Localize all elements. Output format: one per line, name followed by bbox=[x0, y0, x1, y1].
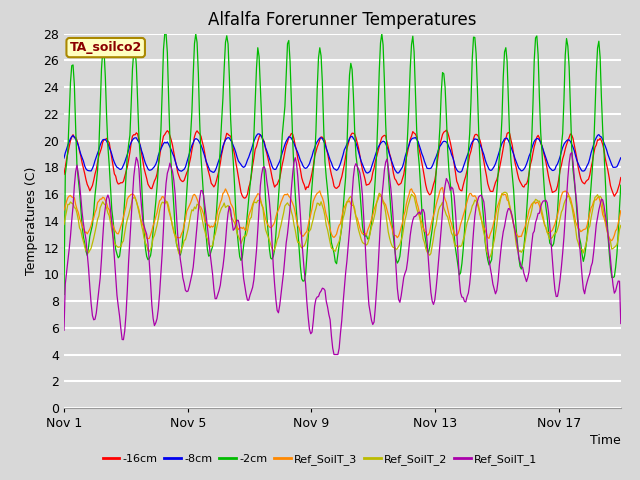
-8cm bbox=[617, 155, 625, 161]
Ref_SoilT_2 bbox=[573, 236, 580, 241]
Ref_SoilT_1 bbox=[568, 150, 575, 156]
-8cm bbox=[573, 157, 580, 163]
-2cm bbox=[448, 196, 456, 202]
Ref_SoilT_2 bbox=[500, 190, 508, 195]
Ref_SoilT_2 bbox=[447, 225, 454, 230]
Ref_SoilT_2 bbox=[103, 205, 111, 211]
Ref_SoilT_1 bbox=[448, 184, 456, 190]
-16cm bbox=[503, 131, 511, 136]
Ref_SoilT_1 bbox=[103, 195, 111, 201]
-16cm bbox=[449, 153, 457, 158]
-2cm bbox=[103, 114, 111, 120]
Ref_SoilT_1 bbox=[617, 321, 625, 326]
Ref_SoilT_3 bbox=[617, 208, 625, 214]
-2cm bbox=[385, 169, 392, 175]
Ref_SoilT_1 bbox=[502, 216, 509, 222]
-2cm bbox=[617, 182, 625, 188]
Legend: -16cm, -8cm, -2cm, Ref_SoilT_3, Ref_SoilT_2, Ref_SoilT_1: -16cm, -8cm, -2cm, Ref_SoilT_3, Ref_Soil… bbox=[99, 450, 541, 469]
Ref_SoilT_1 bbox=[330, 352, 338, 358]
Line: Ref_SoilT_3: Ref_SoilT_3 bbox=[64, 188, 621, 240]
-16cm bbox=[60, 171, 68, 177]
-16cm bbox=[442, 127, 450, 133]
-2cm bbox=[60, 292, 68, 298]
Line: -16cm: -16cm bbox=[64, 130, 621, 198]
Ref_SoilT_1 bbox=[385, 165, 392, 170]
-16cm bbox=[617, 175, 625, 180]
-8cm bbox=[386, 152, 394, 157]
-16cm bbox=[385, 144, 392, 150]
-8cm bbox=[255, 131, 263, 137]
Line: -8cm: -8cm bbox=[64, 134, 621, 173]
Ref_SoilT_3 bbox=[383, 207, 391, 213]
Line: Ref_SoilT_1: Ref_SoilT_1 bbox=[64, 153, 621, 355]
-2cm bbox=[572, 192, 579, 197]
Ref_SoilT_3 bbox=[60, 207, 68, 213]
Text: Time: Time bbox=[590, 434, 621, 447]
Line: -2cm: -2cm bbox=[64, 34, 621, 295]
Ref_SoilT_3 bbox=[572, 219, 579, 225]
Text: TA_soilco2: TA_soilco2 bbox=[70, 41, 142, 54]
Ref_SoilT_3 bbox=[438, 185, 446, 191]
Ref_SoilT_3 bbox=[502, 192, 509, 198]
Ref_SoilT_1 bbox=[490, 286, 498, 292]
Ref_SoilT_1 bbox=[60, 327, 68, 333]
-8cm bbox=[503, 135, 511, 141]
-8cm bbox=[364, 170, 371, 176]
Ref_SoilT_3 bbox=[608, 238, 616, 243]
Ref_SoilT_2 bbox=[617, 223, 625, 228]
Title: Alfalfa Forerunner Temperatures: Alfalfa Forerunner Temperatures bbox=[208, 11, 477, 29]
Ref_SoilT_2 bbox=[485, 255, 493, 261]
-16cm bbox=[492, 180, 499, 185]
-2cm bbox=[490, 223, 498, 229]
-2cm bbox=[502, 45, 509, 50]
Ref_SoilT_2 bbox=[503, 191, 511, 196]
Ref_SoilT_2 bbox=[383, 219, 391, 225]
-16cm bbox=[573, 156, 580, 161]
-8cm bbox=[449, 155, 457, 160]
Ref_SoilT_3 bbox=[103, 201, 111, 206]
-8cm bbox=[492, 161, 499, 167]
-16cm bbox=[103, 135, 111, 141]
-8cm bbox=[60, 155, 68, 161]
-2cm bbox=[161, 31, 168, 36]
Ref_SoilT_2 bbox=[490, 238, 498, 243]
Ref_SoilT_2 bbox=[60, 221, 68, 227]
Ref_SoilT_3 bbox=[448, 221, 456, 227]
-8cm bbox=[103, 138, 111, 144]
Y-axis label: Temperatures (C): Temperatures (C) bbox=[25, 167, 38, 275]
-16cm bbox=[241, 195, 249, 201]
Ref_SoilT_3 bbox=[490, 218, 498, 224]
Ref_SoilT_1 bbox=[573, 202, 580, 207]
Line: Ref_SoilT_2: Ref_SoilT_2 bbox=[64, 192, 621, 258]
